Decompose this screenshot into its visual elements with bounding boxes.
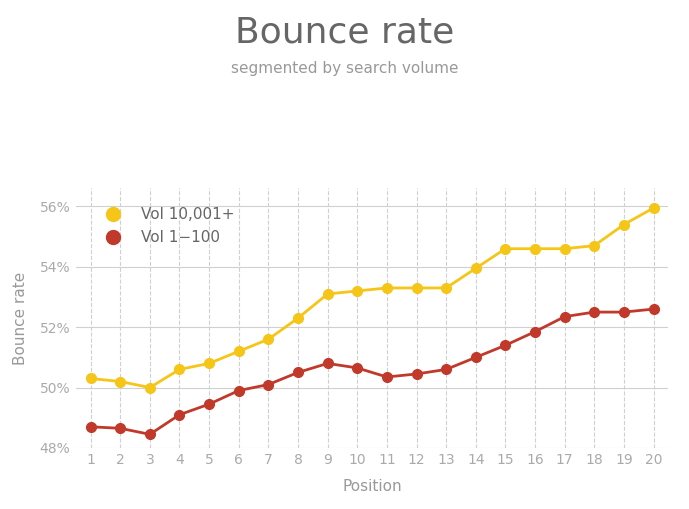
Vol 1−100	[620, 309, 628, 315]
Line: Vol 1−100: Vol 1−100	[85, 304, 659, 439]
Vol 1−100	[412, 371, 420, 377]
Vol 10,001+	[205, 360, 214, 366]
Vol 1−100	[383, 374, 391, 380]
Vol 10,001+	[116, 379, 125, 385]
Vol 10,001+	[383, 285, 391, 291]
Vol 10,001+	[353, 288, 361, 294]
Vol 1−100	[590, 309, 598, 315]
Vol 1−100	[353, 365, 361, 371]
Vol 10,001+	[323, 291, 331, 297]
Vol 1−100	[175, 412, 183, 418]
Vol 1−100	[234, 387, 243, 393]
Vol 1−100	[146, 431, 154, 437]
Legend: Vol 10,001+, Vol 1−100: Vol 10,001+, Vol 1−100	[107, 201, 240, 251]
Text: Bounce rate: Bounce rate	[235, 15, 454, 49]
Vol 1−100	[471, 354, 480, 360]
Vol 1−100	[265, 381, 273, 387]
Vol 1−100	[649, 306, 657, 312]
Vol 1−100	[501, 342, 509, 348]
Vol 1−100	[442, 366, 451, 373]
Vol 10,001+	[146, 384, 154, 390]
Vol 1−100	[116, 425, 125, 431]
Vol 10,001+	[294, 315, 302, 321]
Vol 10,001+	[265, 336, 273, 343]
Vol 1−100	[205, 401, 214, 407]
Vol 10,001+	[531, 246, 539, 252]
Vol 10,001+	[590, 243, 598, 249]
Vol 1−100	[561, 314, 569, 320]
X-axis label: Position: Position	[342, 478, 402, 494]
Vol 10,001+	[620, 221, 628, 228]
Text: segmented by search volume: segmented by search volume	[231, 61, 458, 76]
Vol 1−100	[531, 329, 539, 335]
Line: Vol 10,001+: Vol 10,001+	[85, 203, 659, 392]
Vol 1−100	[294, 370, 302, 376]
Vol 10,001+	[87, 376, 95, 382]
Vol 10,001+	[649, 205, 657, 211]
Vol 10,001+	[442, 285, 451, 291]
Vol 10,001+	[412, 285, 420, 291]
Vol 1−100	[323, 360, 331, 366]
Vol 10,001+	[501, 246, 509, 252]
Vol 10,001+	[175, 366, 183, 373]
Vol 10,001+	[234, 348, 243, 354]
Vol 10,001+	[471, 265, 480, 271]
Y-axis label: Bounce rate: Bounce rate	[13, 271, 28, 365]
Vol 1−100	[87, 423, 95, 430]
Vol 10,001+	[561, 246, 569, 252]
